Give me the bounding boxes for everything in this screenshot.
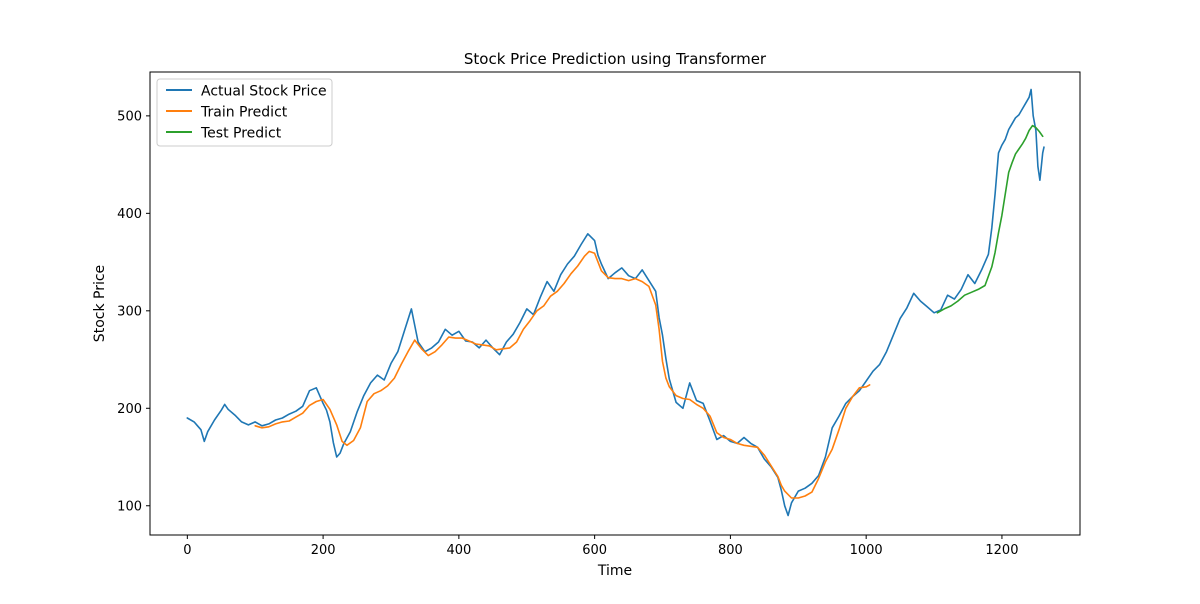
legend-box [156,78,333,147]
y-tick-label: 200 [117,402,142,417]
x-tick-label: 200 [311,543,336,558]
y-tick-label: 100 [117,499,142,514]
x-tick-label: 600 [582,543,607,558]
y-axis-label: Stock Price [92,265,108,342]
legend-label-actual: Actual Stock Price [201,84,327,100]
x-axis: 0 200 400 600 800 1000 1200 [183,535,1018,558]
x-tick-label: 400 [446,543,471,558]
chart-title: Stock Price Prediction using Transformer [464,50,767,68]
y-tick-label: 500 [117,109,142,124]
x-tick-label: 0 [183,543,191,558]
legend: Actual Stock Price Train Predict Test Pr… [156,78,333,147]
series-line-test-predict [936,124,1044,314]
series-line-train-predict [254,250,871,499]
series-line-actual-stock-price [186,88,1045,517]
y-tick-label: 300 [117,304,142,319]
x-tick-label: 1000 [850,543,883,558]
plot-frame [149,71,1081,536]
y-axis: 100 200 300 400 500 [117,109,150,514]
legend-label-train: Train Predict [200,105,288,121]
series-layer [186,88,1045,517]
x-tick-label: 800 [718,543,743,558]
x-axis-label: Time [597,563,632,579]
x-tick-label: 1200 [985,543,1018,558]
y-tick-label: 400 [117,207,142,222]
legend-label-test: Test Predict [200,126,282,142]
